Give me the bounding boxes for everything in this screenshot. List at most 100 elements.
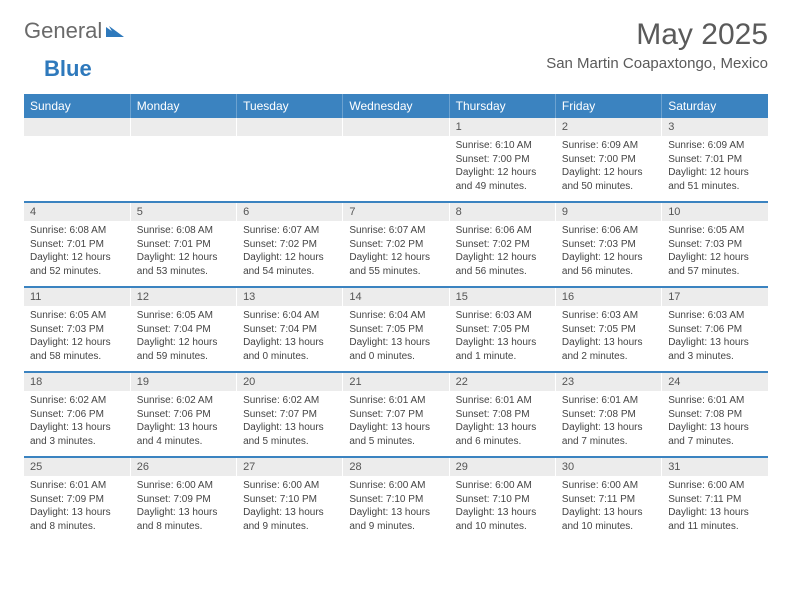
brand-word-1: General [24, 18, 102, 44]
day-detail-cell: Sunrise: 6:02 AMSunset: 7:06 PMDaylight:… [24, 391, 130, 456]
day-number-cell: 8 [449, 203, 555, 221]
day-detail-text: Sunrise: 6:02 AMSunset: 7:07 PMDaylight:… [237, 391, 342, 456]
day-detail-cell [130, 136, 236, 201]
day-number-cell: 10 [662, 203, 768, 221]
day-detail-text [343, 136, 448, 161]
day-detail-cell: Sunrise: 6:10 AMSunset: 7:00 PMDaylight:… [449, 136, 555, 201]
calendar-table: SundayMondayTuesdayWednesdayThursdayFrid… [24, 94, 768, 541]
day-number-cell: 12 [130, 288, 236, 306]
brand-flag-icon [106, 23, 128, 39]
day-detail-cell: Sunrise: 6:04 AMSunset: 7:04 PMDaylight:… [237, 306, 343, 371]
day-number [343, 118, 448, 136]
day-number-cell: 15 [449, 288, 555, 306]
day-number-row: 45678910 [24, 203, 768, 221]
day-detail-text: Sunrise: 6:04 AMSunset: 7:04 PMDaylight:… [237, 306, 342, 371]
title-block: May 2025 San Martin Coapaxtongo, Mexico [546, 18, 768, 72]
day-detail-row: Sunrise: 6:10 AMSunset: 7:00 PMDaylight:… [24, 136, 768, 201]
day-detail-text: Sunrise: 6:05 AMSunset: 7:03 PMDaylight:… [662, 221, 768, 286]
day-number: 28 [343, 458, 448, 476]
day-number: 9 [556, 203, 661, 221]
day-number-cell: 21 [343, 373, 449, 391]
day-detail-row: Sunrise: 6:01 AMSunset: 7:09 PMDaylight:… [24, 476, 768, 541]
day-detail-row: Sunrise: 6:05 AMSunset: 7:03 PMDaylight:… [24, 306, 768, 371]
day-detail-text: Sunrise: 6:09 AMSunset: 7:01 PMDaylight:… [662, 136, 768, 201]
day-detail-text: Sunrise: 6:03 AMSunset: 7:06 PMDaylight:… [662, 306, 768, 371]
day-detail-cell: Sunrise: 6:01 AMSunset: 7:08 PMDaylight:… [555, 391, 661, 456]
weekday-header: Tuesday [237, 94, 343, 118]
day-number-cell: 20 [237, 373, 343, 391]
day-detail-cell: Sunrise: 6:03 AMSunset: 7:06 PMDaylight:… [662, 306, 768, 371]
day-detail-cell: Sunrise: 6:00 AMSunset: 7:10 PMDaylight:… [343, 476, 449, 541]
day-number-row: 18192021222324 [24, 373, 768, 391]
day-detail-text: Sunrise: 6:00 AMSunset: 7:11 PMDaylight:… [662, 476, 768, 541]
day-detail-cell: Sunrise: 6:08 AMSunset: 7:01 PMDaylight:… [130, 221, 236, 286]
day-number-cell: 29 [449, 458, 555, 476]
day-detail-text [24, 136, 130, 161]
day-detail-cell: Sunrise: 6:07 AMSunset: 7:02 PMDaylight:… [343, 221, 449, 286]
day-number: 12 [131, 288, 236, 306]
day-detail-text: Sunrise: 6:04 AMSunset: 7:05 PMDaylight:… [343, 306, 448, 371]
day-detail-cell [237, 136, 343, 201]
day-number-cell: 3 [662, 118, 768, 136]
location-label: San Martin Coapaxtongo, Mexico [546, 55, 768, 72]
day-detail-cell: Sunrise: 6:01 AMSunset: 7:08 PMDaylight:… [662, 391, 768, 456]
brand-logo: General [24, 18, 130, 44]
day-number-cell: 23 [555, 373, 661, 391]
day-detail-cell: Sunrise: 6:05 AMSunset: 7:04 PMDaylight:… [130, 306, 236, 371]
day-number: 27 [237, 458, 342, 476]
brand-word-2: Blue [44, 56, 92, 81]
weekday-header-row: SundayMondayTuesdayWednesdayThursdayFrid… [24, 94, 768, 118]
day-number-cell: 31 [662, 458, 768, 476]
day-number-cell: 27 [237, 458, 343, 476]
day-detail-cell: Sunrise: 6:01 AMSunset: 7:07 PMDaylight:… [343, 391, 449, 456]
day-number-cell: 14 [343, 288, 449, 306]
day-detail-cell: Sunrise: 6:00 AMSunset: 7:10 PMDaylight:… [449, 476, 555, 541]
day-number: 4 [24, 203, 130, 221]
day-number-cell: 30 [555, 458, 661, 476]
day-detail-text: Sunrise: 6:09 AMSunset: 7:00 PMDaylight:… [556, 136, 661, 201]
day-detail-cell: Sunrise: 6:01 AMSunset: 7:09 PMDaylight:… [24, 476, 130, 541]
day-detail-text: Sunrise: 6:03 AMSunset: 7:05 PMDaylight:… [556, 306, 661, 371]
day-detail-text: Sunrise: 6:00 AMSunset: 7:10 PMDaylight:… [237, 476, 342, 541]
day-detail-cell: Sunrise: 6:06 AMSunset: 7:03 PMDaylight:… [555, 221, 661, 286]
day-detail-cell: Sunrise: 6:09 AMSunset: 7:00 PMDaylight:… [555, 136, 661, 201]
day-number: 31 [662, 458, 768, 476]
day-number [131, 118, 236, 136]
day-number: 6 [237, 203, 342, 221]
day-number: 29 [450, 458, 555, 476]
day-number: 26 [131, 458, 236, 476]
day-number [237, 118, 342, 136]
day-detail-text: Sunrise: 6:03 AMSunset: 7:05 PMDaylight:… [450, 306, 555, 371]
day-number [24, 118, 130, 136]
day-number-cell: 28 [343, 458, 449, 476]
day-number-cell: 25 [24, 458, 130, 476]
day-number: 13 [237, 288, 342, 306]
day-detail-cell: Sunrise: 6:00 AMSunset: 7:10 PMDaylight:… [237, 476, 343, 541]
day-detail-text: Sunrise: 6:01 AMSunset: 7:07 PMDaylight:… [343, 391, 448, 456]
day-detail-text: Sunrise: 6:05 AMSunset: 7:04 PMDaylight:… [131, 306, 236, 371]
day-number-cell: 18 [24, 373, 130, 391]
day-number: 24 [662, 373, 768, 391]
day-detail-text: Sunrise: 6:00 AMSunset: 7:09 PMDaylight:… [131, 476, 236, 541]
day-detail-text: Sunrise: 6:07 AMSunset: 7:02 PMDaylight:… [343, 221, 448, 286]
day-detail-cell: Sunrise: 6:00 AMSunset: 7:11 PMDaylight:… [555, 476, 661, 541]
day-number-row: 25262728293031 [24, 458, 768, 476]
day-detail-text: Sunrise: 6:07 AMSunset: 7:02 PMDaylight:… [237, 221, 342, 286]
day-detail-text [237, 136, 342, 161]
day-detail-cell: Sunrise: 6:09 AMSunset: 7:01 PMDaylight:… [662, 136, 768, 201]
day-detail-cell: Sunrise: 6:05 AMSunset: 7:03 PMDaylight:… [24, 306, 130, 371]
weekday-header: Saturday [662, 94, 768, 118]
day-detail-cell: Sunrise: 6:02 AMSunset: 7:07 PMDaylight:… [237, 391, 343, 456]
day-number: 11 [24, 288, 130, 306]
day-detail-text: Sunrise: 6:05 AMSunset: 7:03 PMDaylight:… [24, 306, 130, 371]
day-detail-cell: Sunrise: 6:01 AMSunset: 7:08 PMDaylight:… [449, 391, 555, 456]
day-detail-cell: Sunrise: 6:02 AMSunset: 7:06 PMDaylight:… [130, 391, 236, 456]
day-detail-text: Sunrise: 6:06 AMSunset: 7:02 PMDaylight:… [450, 221, 555, 286]
day-number: 30 [556, 458, 661, 476]
day-number-cell: 22 [449, 373, 555, 391]
day-number: 5 [131, 203, 236, 221]
day-number-cell: 19 [130, 373, 236, 391]
day-number: 15 [450, 288, 555, 306]
day-number-cell: 5 [130, 203, 236, 221]
day-number-cell [343, 118, 449, 136]
